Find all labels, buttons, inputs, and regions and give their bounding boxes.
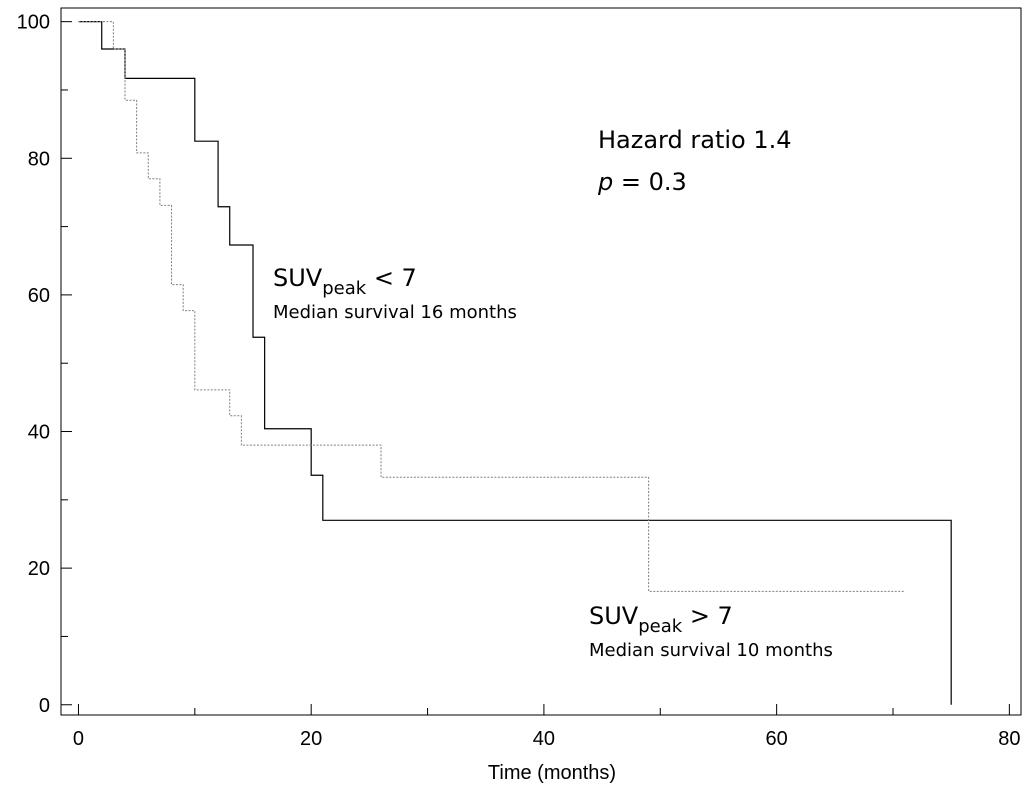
p-value: = 0.3 xyxy=(613,168,687,196)
x-tick-label: 80 xyxy=(998,728,1020,750)
survival-curve-low xyxy=(78,21,952,705)
x-axis-title: Time (months) xyxy=(488,762,616,784)
survival-curve-high xyxy=(78,21,905,592)
p-symbol: p xyxy=(597,168,613,196)
y-tick-label: 0 xyxy=(39,695,50,717)
x-tick-label: 0 xyxy=(73,728,84,750)
y-tick-label: 40 xyxy=(28,422,50,444)
y-tick-label: 100 xyxy=(17,12,50,34)
group-low-median: Median survival 16 months xyxy=(273,302,517,323)
group-low-label: SUVpeak < 7 xyxy=(273,264,417,299)
p-value-annotation: p = 0.3 xyxy=(597,168,687,196)
group-low-suv: SUV xyxy=(273,264,323,292)
plot-frame xyxy=(60,7,1022,716)
group-high-median: Median survival 10 months xyxy=(589,640,833,661)
group-low-threshold: < 7 xyxy=(366,264,417,292)
x-tick-label: 60 xyxy=(766,728,788,750)
ticks: 0 20 40 60 80 0 20 40 60 80 100 xyxy=(17,12,1021,750)
group-low-sub: peak xyxy=(322,278,367,299)
group-high-suv: SUV xyxy=(589,602,639,630)
group-high-label: SUVpeak > 7 xyxy=(589,602,733,637)
group-high-sub: peak xyxy=(638,616,683,637)
hazard-ratio-annotation: Hazard ratio 1.4 xyxy=(598,126,792,154)
group-high-threshold: > 7 xyxy=(682,602,733,630)
series xyxy=(78,21,952,705)
y-tick-label: 80 xyxy=(28,148,50,170)
y-tick-label: 20 xyxy=(28,558,50,580)
x-tick-label: 40 xyxy=(533,728,555,750)
axes xyxy=(60,7,1022,716)
x-tick-label: 20 xyxy=(300,728,322,750)
y-tick-label: 60 xyxy=(28,285,50,307)
